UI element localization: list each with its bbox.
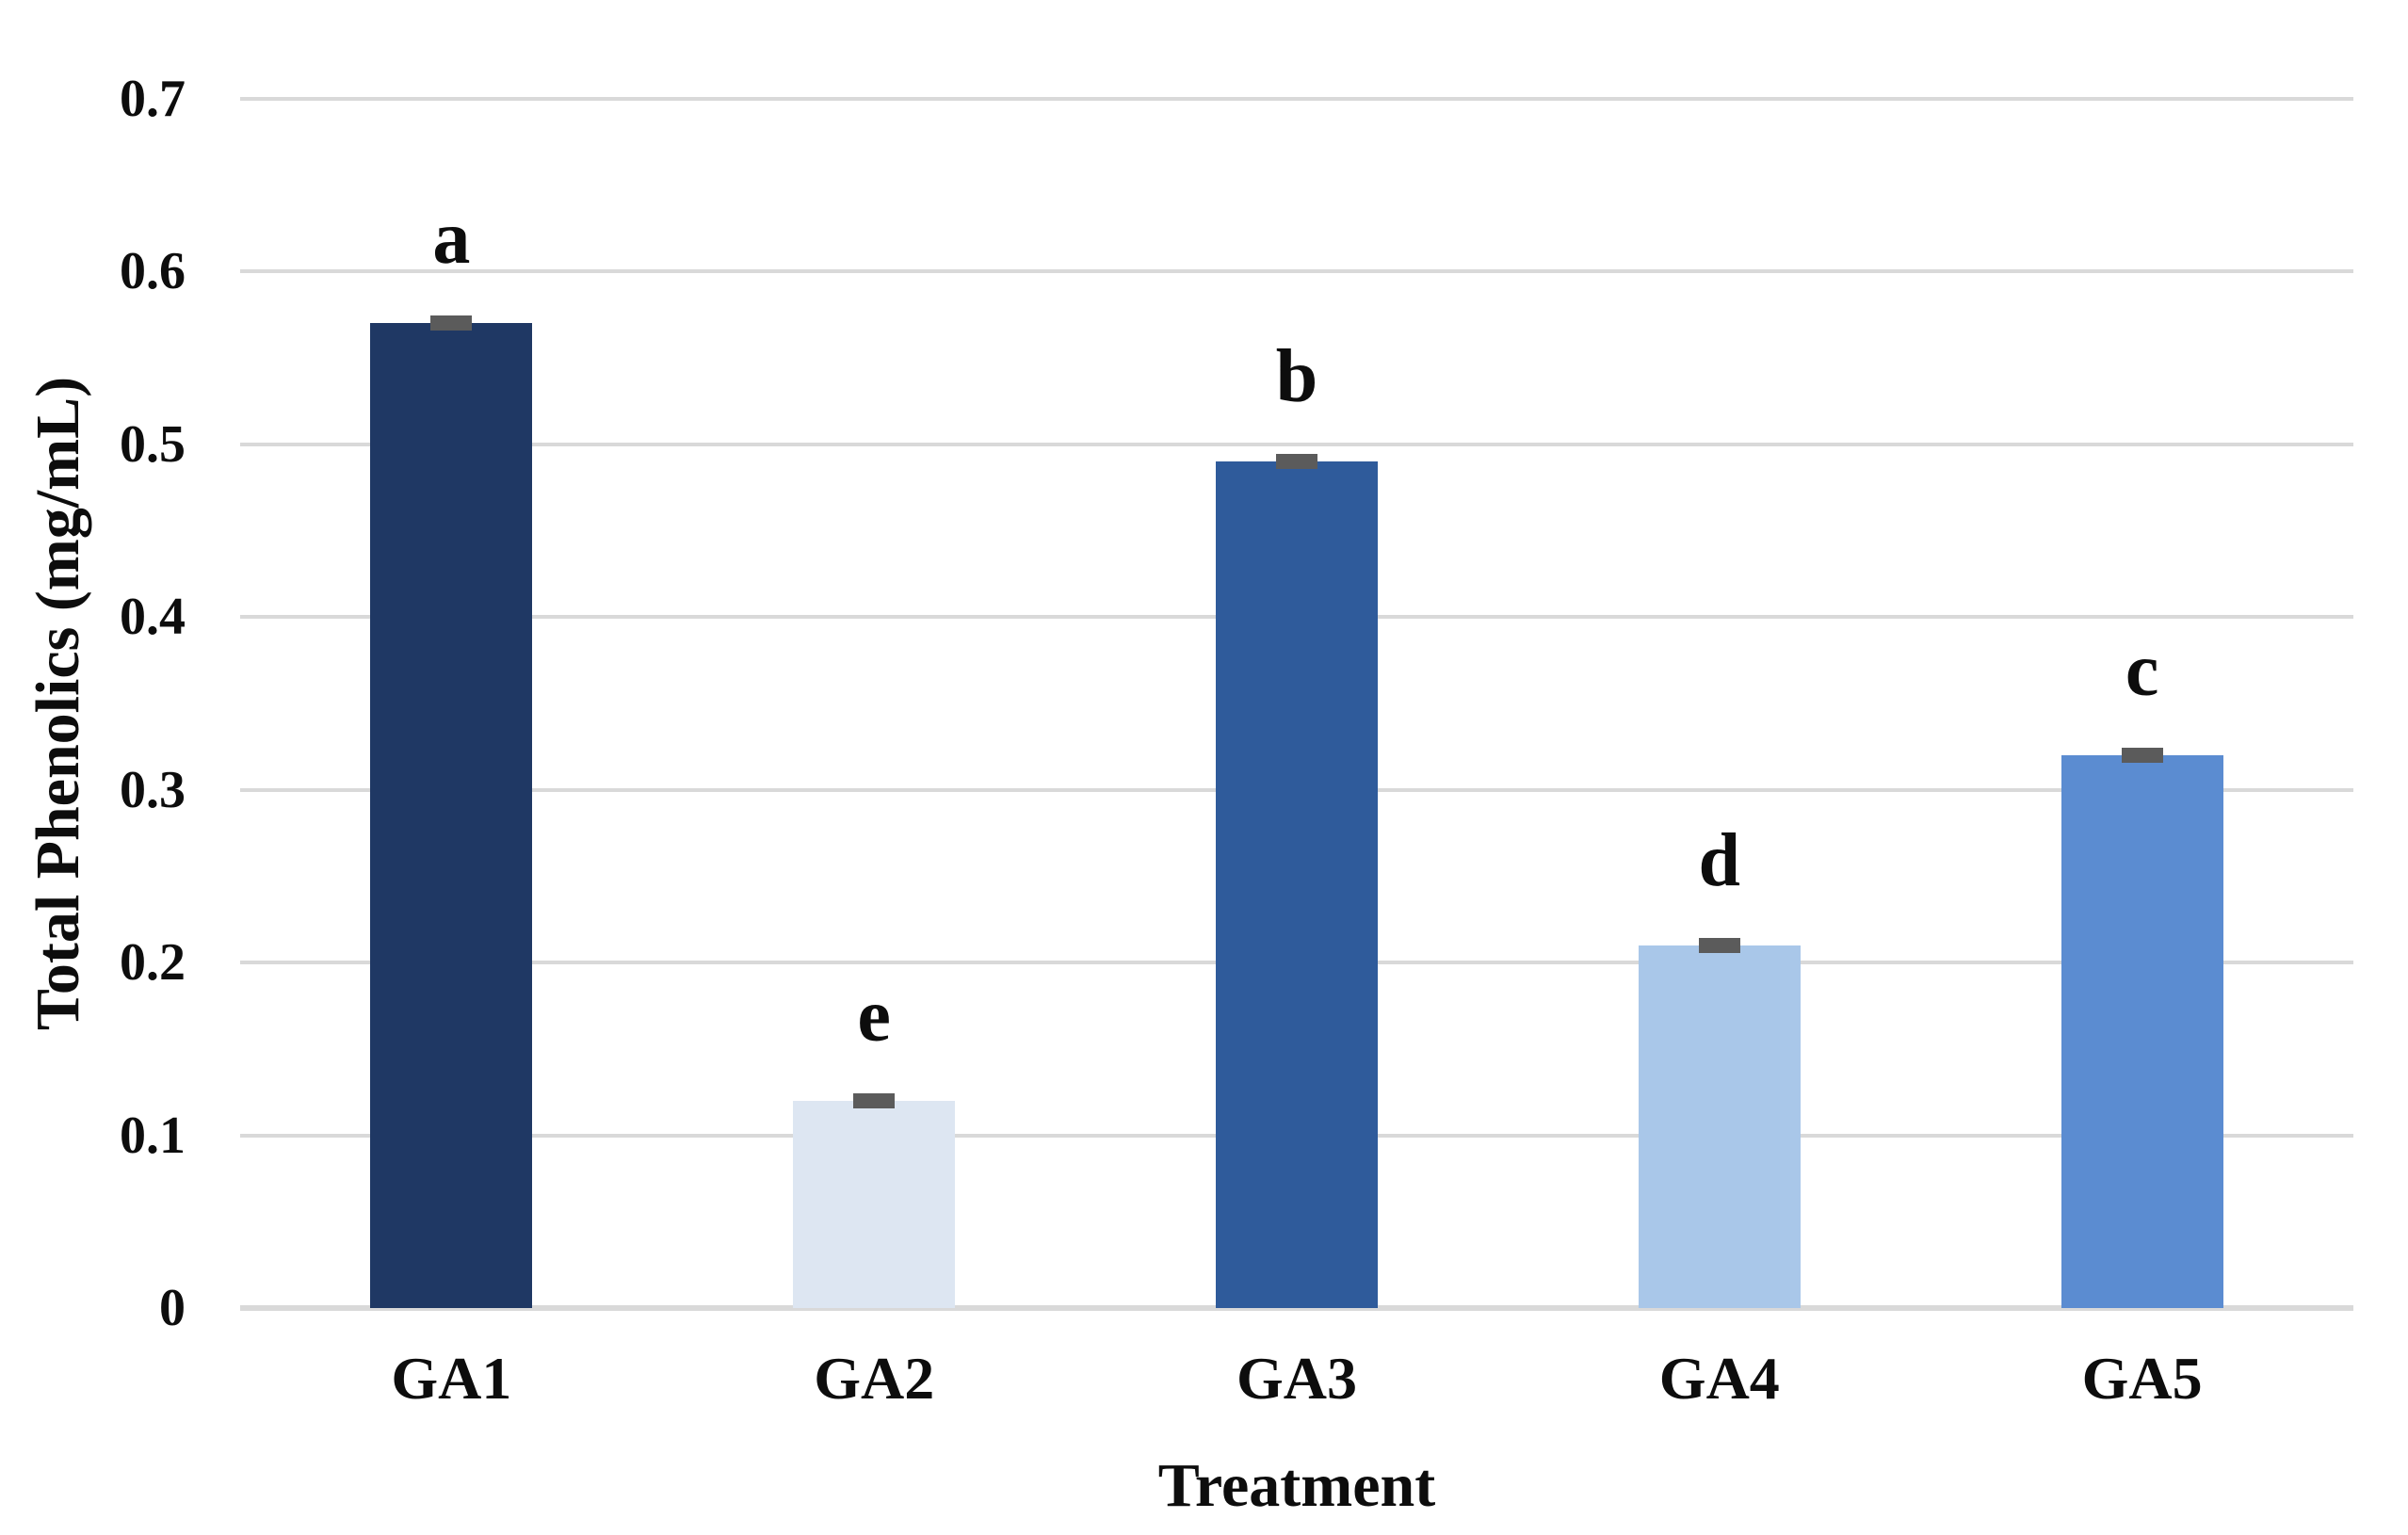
x-tick-label: GA3 (1236, 1345, 1357, 1412)
x-axis-title: Treatment (1157, 1451, 1436, 1520)
gridline (240, 269, 2353, 274)
significance-letter: a (432, 197, 471, 281)
significance-letter: e (857, 974, 891, 1058)
gridline (240, 97, 2353, 101)
x-axis-baseline (240, 1305, 2353, 1311)
error-bar-cap (430, 315, 473, 331)
bar (1638, 945, 1801, 1308)
x-tick-label: GA4 (1658, 1345, 1780, 1412)
y-tick-label: 0 (159, 1279, 186, 1337)
x-tick-label: GA2 (814, 1345, 935, 1412)
y-tick-label: 0.1 (120, 1106, 186, 1165)
x-tick-label: GA5 (2081, 1345, 2203, 1412)
bar (2061, 755, 2223, 1308)
bar (370, 323, 533, 1308)
significance-letter: d (1698, 818, 1741, 902)
significance-letter: c (2125, 629, 2159, 713)
y-tick-label: 0.3 (120, 760, 186, 819)
error-bar-cap (1698, 937, 1740, 953)
y-tick-label: 0.5 (120, 414, 186, 474)
bar (1216, 461, 1378, 1308)
significance-letter: b (1275, 335, 1318, 419)
x-tick-label: GA1 (391, 1345, 512, 1412)
error-bar-cap (2121, 748, 2163, 764)
error-bar-cap (853, 1092, 896, 1108)
y-tick-label: 0.4 (120, 588, 186, 647)
bar (793, 1100, 956, 1308)
y-tick-label: 0.6 (120, 242, 186, 301)
y-tick-label: 0.2 (120, 933, 186, 993)
gridline (240, 442, 2353, 446)
error-bar-cap (1276, 454, 1317, 470)
y-tick-label: 0.7 (120, 70, 186, 128)
plot-area: a e b d c (240, 97, 2353, 1311)
